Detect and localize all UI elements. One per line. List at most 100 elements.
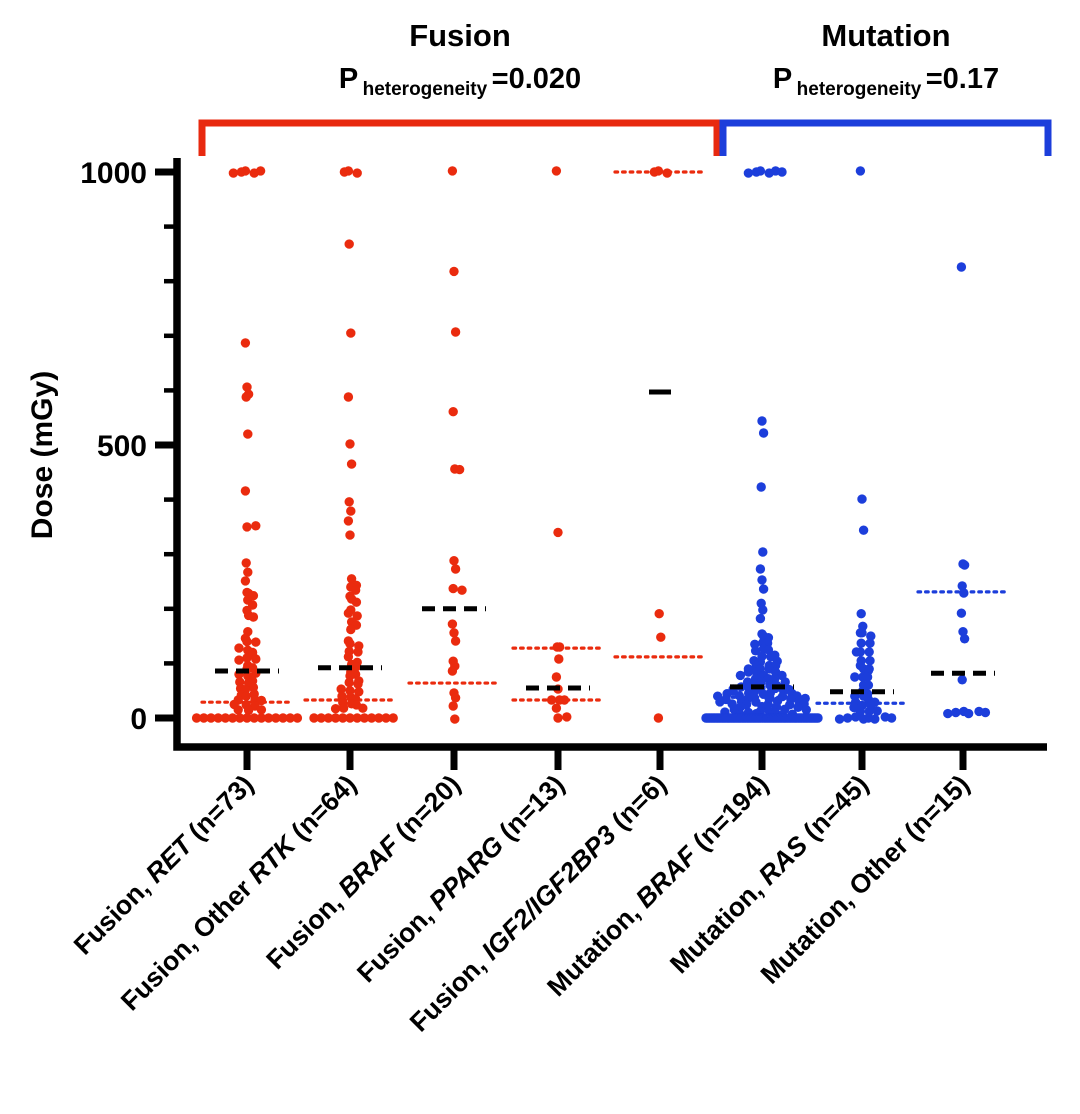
data-point	[450, 327, 461, 337]
data-point	[251, 521, 261, 531]
data-point	[553, 713, 563, 723]
label-text: Mutation,	[541, 892, 651, 1002]
data-point	[856, 638, 866, 648]
p-subscript: heterogeneity	[363, 79, 488, 100]
label-text: Mutation,	[664, 870, 774, 980]
data-point	[338, 713, 348, 723]
data-point	[345, 439, 355, 449]
data-point	[447, 666, 458, 676]
data-point	[351, 597, 362, 607]
data-point	[801, 705, 811, 715]
data-point	[757, 575, 767, 585]
gene-name: PPARG	[423, 830, 509, 916]
data-point	[872, 706, 882, 716]
data-point	[850, 712, 861, 722]
data-point	[249, 713, 259, 723]
data-point	[886, 713, 897, 723]
data-point	[785, 700, 795, 710]
category-2-points	[309, 166, 398, 723]
quartile-lines-layer	[200, 170, 1010, 705]
data-point	[243, 567, 253, 577]
mutation-p-heterogeneity: P heterogeneity =0.17	[773, 63, 999, 100]
data-point	[866, 631, 876, 641]
data-point	[309, 713, 319, 723]
label-text: Fusion,	[68, 867, 161, 960]
x-category-label: Fusion, PPARG (n=13)	[351, 769, 570, 988]
data-point	[715, 697, 725, 707]
data-point	[213, 713, 223, 723]
data-point	[951, 707, 961, 718]
data-point	[292, 713, 303, 723]
fusion-bracket	[198, 119, 721, 156]
data-point	[242, 382, 252, 392]
data-point	[743, 168, 754, 178]
data-point	[206, 713, 216, 723]
data-point	[241, 558, 251, 568]
y-axis-title: Dose (mGy)	[26, 371, 59, 539]
data-point	[243, 429, 253, 439]
x-category-label: Fusion, BRAF (n=20)	[260, 769, 466, 975]
data-point	[862, 672, 873, 682]
data-point	[345, 713, 355, 723]
data-point	[343, 392, 354, 402]
data-point	[870, 714, 880, 724]
data-point	[551, 672, 562, 682]
data-point	[227, 713, 238, 723]
data-point	[448, 583, 458, 594]
axis-spines	[173, 158, 1047, 751]
data-point	[352, 611, 362, 621]
data-point	[256, 713, 267, 723]
data-point	[234, 655, 244, 665]
data-point	[256, 705, 267, 715]
label-text: (n=45)	[792, 769, 874, 851]
data-point	[855, 166, 866, 176]
fusion-p-heterogeneity: P heterogeneity =0.020	[339, 63, 581, 100]
data-point	[552, 642, 562, 652]
data-point	[251, 654, 261, 664]
data-point	[374, 713, 384, 723]
data-point	[963, 708, 974, 719]
data-point	[653, 713, 664, 723]
data-point	[345, 639, 355, 649]
data-point	[758, 605, 768, 615]
data-point	[271, 713, 281, 723]
data-point	[813, 713, 823, 723]
data-point	[751, 167, 762, 177]
label-text: (n=194)	[682, 769, 775, 862]
data-point	[956, 608, 967, 618]
data-point	[546, 695, 557, 705]
data-point	[343, 652, 354, 662]
p-subscript: heterogeneity	[797, 79, 922, 100]
x-category-label: Fusion, RET (n=73)	[68, 769, 259, 960]
category-6-points	[701, 166, 823, 723]
data-point	[751, 697, 761, 707]
data-point	[345, 530, 355, 540]
data-point	[199, 713, 209, 723]
data-point	[450, 714, 460, 724]
data-point	[251, 637, 261, 647]
data-points-layer	[191, 166, 991, 724]
data-point	[777, 167, 787, 177]
data-point	[235, 713, 245, 723]
data-point	[857, 494, 867, 504]
data-point	[344, 677, 354, 688]
category-7-points	[834, 166, 897, 724]
label-text: (n=73)	[177, 769, 259, 851]
x-category-label: Mutation, RAS (n=45)	[664, 769, 874, 979]
data-point	[263, 713, 274, 723]
label-text: Fusion,	[351, 895, 444, 988]
data-point	[649, 167, 660, 177]
data-point	[448, 407, 458, 417]
data-point	[241, 392, 251, 402]
data-point	[656, 632, 666, 642]
data-point	[248, 612, 259, 622]
data-point	[857, 628, 867, 638]
category-1-points	[191, 166, 303, 723]
data-point	[858, 525, 869, 535]
data-point	[240, 338, 251, 348]
data-point	[450, 693, 461, 703]
data-point	[191, 713, 202, 723]
data-point	[755, 613, 766, 624]
data-point	[242, 653, 252, 663]
